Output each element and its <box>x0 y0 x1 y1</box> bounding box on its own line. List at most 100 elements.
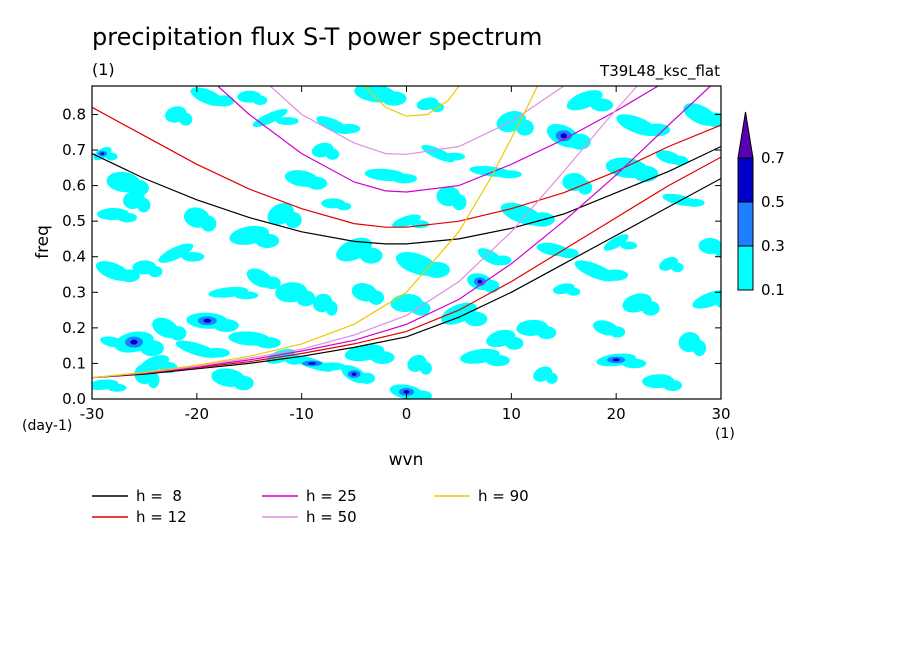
contour-patch <box>255 337 281 349</box>
contour-patch <box>275 117 299 126</box>
x-axis-label: wvn <box>389 450 424 470</box>
contour-patch <box>169 326 187 341</box>
y-axis: 0.0 0.1 0.2 0.3 0.4 0.5 0.6 0.7 0.8 <box>62 105 721 408</box>
contour-patch-high <box>100 152 105 155</box>
contour-patch <box>692 340 707 357</box>
contour-patch <box>318 362 346 371</box>
contour-patch-high <box>612 358 620 362</box>
contour-patch <box>252 109 288 127</box>
contour-patch <box>252 95 268 106</box>
contour-patch <box>368 290 385 305</box>
contour-patch <box>263 276 281 290</box>
y-tick-label: 0.8 <box>62 105 86 123</box>
legend-label: h = 50 <box>306 508 357 526</box>
contour-patch <box>381 91 407 106</box>
dispersion-curve-upper <box>217 86 659 193</box>
legend-label: h = 8 <box>136 487 182 505</box>
contour-patch <box>419 361 432 375</box>
contour-patch-high <box>308 362 317 365</box>
contour-patch <box>692 290 721 309</box>
colorbar-segment <box>737 245 754 291</box>
contour-patch <box>325 301 338 316</box>
contour-patch <box>537 326 557 340</box>
contour-patch-high <box>130 339 138 345</box>
contour-patch <box>392 214 421 228</box>
legend: h = 8 h = 12 h = 25 h = 50 h = 90 <box>92 487 529 526</box>
colorbar-label: 0.7 <box>761 149 785 167</box>
contour-patch <box>336 202 352 211</box>
contour-patch <box>590 98 614 112</box>
experiment-label: T39L48_ksc_flat <box>599 62 720 81</box>
colorbar-segment <box>737 201 754 247</box>
contour-patch <box>411 301 431 316</box>
contour-patch <box>662 379 683 392</box>
contour-patch <box>494 255 512 266</box>
contour-patch-high <box>351 372 357 376</box>
contour-patch <box>148 265 163 278</box>
contour-patch <box>601 269 629 281</box>
y-tick-label: 0.5 <box>62 212 86 230</box>
contour-patch <box>203 348 230 358</box>
contour-patch <box>391 173 418 184</box>
contour-patch <box>179 112 193 126</box>
contour-patch <box>622 358 647 369</box>
contour-patch <box>105 152 118 161</box>
legend-label: h = 25 <box>306 487 357 505</box>
contour-patch <box>370 351 395 364</box>
contour-patch-high <box>560 133 567 139</box>
legend-label: h = 12 <box>136 508 187 526</box>
contour-patch <box>358 372 376 384</box>
contour-patch <box>714 244 721 258</box>
contour-patch <box>496 170 522 179</box>
x-tick-label: -30 <box>80 405 105 423</box>
contour-patch <box>181 251 205 262</box>
contour-patch <box>464 311 488 327</box>
x-tick-label: 0 <box>402 405 412 423</box>
colorbar-label: 0.5 <box>761 193 785 211</box>
contour-patch <box>485 354 510 367</box>
contour-patch <box>684 198 705 207</box>
contour-patch <box>255 233 280 248</box>
contour-patch <box>505 336 524 350</box>
dispersion-curve-upper <box>92 145 721 245</box>
contour-patch <box>705 112 721 128</box>
x-tick-label: 20 <box>607 405 626 423</box>
contour-patch <box>423 261 450 278</box>
contour-patch <box>284 212 302 229</box>
contour-patch <box>603 234 629 251</box>
y-tick-label: 0.2 <box>62 319 86 337</box>
contour-patch <box>566 90 603 111</box>
contour-patch <box>411 390 432 399</box>
y-unit-label: (day-1) <box>22 418 72 434</box>
contour-patch <box>632 165 659 182</box>
y-tick-label: 0.0 <box>62 390 86 408</box>
contour-patch <box>609 326 626 338</box>
contour-patch <box>139 340 164 357</box>
contour-patch <box>671 262 684 273</box>
x-tick-label: 30 <box>711 405 730 423</box>
contour-patch-high <box>477 279 483 284</box>
legend-label: h = 90 <box>478 487 529 505</box>
x-unit-label: (1) <box>715 426 735 442</box>
colorbar-segment <box>737 157 754 203</box>
contour-patch <box>118 269 140 283</box>
contour-patch <box>306 176 328 190</box>
contour-patch <box>672 155 689 166</box>
dispersion-curve-upper <box>92 106 721 228</box>
contour-patch <box>515 119 534 136</box>
contour-patch <box>200 215 217 232</box>
contour-patch <box>569 133 591 150</box>
contour-patch <box>137 198 151 213</box>
dispersion-curve-lower <box>92 86 539 379</box>
contour-patch-high <box>203 318 212 323</box>
colorbar: 0.1 0.3 0.5 0.7 <box>737 111 785 299</box>
contour-patch <box>620 241 638 250</box>
contour-patch <box>577 180 593 195</box>
units-label: (1) <box>92 60 115 79</box>
dispersion-curve-upper <box>269 86 565 155</box>
contour-patch <box>643 123 671 137</box>
contour-patch <box>213 319 239 332</box>
contour-patch <box>716 299 721 309</box>
contour-patch-high <box>403 390 410 394</box>
contour-patch <box>483 280 500 293</box>
